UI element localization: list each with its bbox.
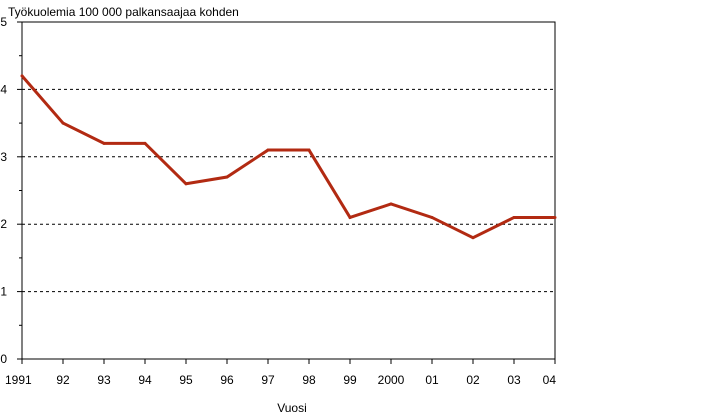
gridlines [22,88,555,293]
x-tick-label: 2000 [378,373,405,387]
y-tick-label: 1 [0,285,7,299]
x-tick-label: 92 [56,373,70,387]
x-tick-label: 03 [507,373,521,387]
x-axis: 1991 92 93 94 95 96 97 98 99 2000 01 02 03 04 [5,359,556,387]
data-point [430,215,434,219]
data-point [20,74,24,78]
x-tick-label: 98 [302,373,316,387]
x-tick-label: 96 [220,373,234,387]
series-line [20,74,555,240]
x-tick-label: 93 [97,373,111,387]
x-tick-label: 1991 [5,373,32,387]
y-tick-label: 2 [0,217,7,231]
data-point [266,148,270,152]
data-point [225,175,229,179]
data-point [307,148,311,152]
series-group [20,74,557,240]
y-axis: 0 1 2 3 4 5 [0,15,22,366]
data-point [143,141,147,145]
y-tick-label: 5 [0,15,7,29]
data-point [471,236,475,240]
data-point [61,121,65,125]
chart-title: Työkuolemia 100 000 palkansaajaa kohden [8,5,239,19]
x-tick-label: 97 [261,373,275,387]
x-tick-label: 02 [466,373,480,387]
y-tick-label: 4 [0,82,7,96]
data-point [389,202,393,206]
x-tick-label: 04 [543,373,557,387]
data-point [348,215,352,219]
plot-frame [21,21,556,360]
x-tick-label: 99 [343,373,357,387]
y-tick-label: 3 [0,150,7,164]
data-point [102,141,106,145]
x-tick-label: 94 [138,373,152,387]
data-point [553,215,557,219]
data-point [184,182,188,186]
x-axis-title: Vuosi [277,401,307,415]
y-tick-label: 0 [0,352,7,366]
x-tick-label: 01 [425,373,439,387]
data-point [512,215,516,219]
x-tick-label: 95 [179,373,193,387]
